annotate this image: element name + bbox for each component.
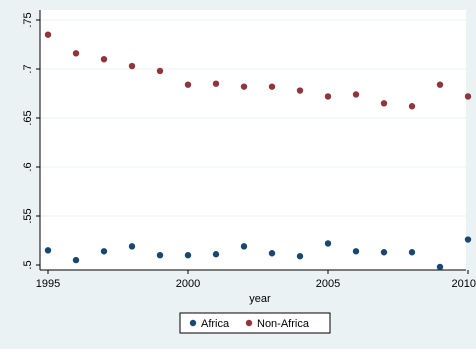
y-tick-label: .65 [22,110,34,125]
data-point [408,249,416,256]
series-non-africa [44,31,472,110]
data-point [380,249,388,256]
legend-label-non-africa: Non-Africa [257,318,310,330]
data-point [380,100,388,107]
data-point [324,93,332,100]
data-points [44,31,472,271]
data-point [100,248,108,255]
plot-area [40,10,466,270]
data-point [240,83,248,90]
data-point [72,256,80,264]
axes: .5 .55 .6 .65 .7 .75 1995 2000 2005 2010 [22,10,476,290]
data-point [436,81,444,88]
x-tick-label: 1995 [36,278,60,290]
x-axis-label: year [249,293,271,305]
data-point [324,240,332,247]
x-tick-label: 2000 [176,278,200,290]
data-point [296,87,304,94]
data-point [44,247,52,254]
data-point [352,248,360,255]
data-point [408,103,416,110]
y-tick-label: .75 [22,12,34,27]
legend-box [179,312,331,334]
data-point [464,236,472,243]
series-africa [44,236,472,271]
data-point [436,263,444,271]
data-point [464,93,472,100]
legend-label-africa: Africa [201,318,230,330]
data-point [268,250,276,257]
x-tick-label: 2005 [316,278,340,290]
y-tick-label: .55 [22,208,34,223]
data-point [184,252,192,259]
data-point [212,80,220,87]
data-point [268,83,276,90]
data-point [156,252,164,259]
data-point [184,81,192,88]
data-point [352,91,360,98]
data-point [128,62,136,70]
data-point [100,56,108,63]
legend-marker-non-africa [245,319,253,327]
y-tick-label: .7 [22,64,34,73]
data-point [296,252,304,260]
legend: Africa Non-Africa [179,312,331,334]
gridlines [40,19,466,217]
y-tick-label: .5 [22,260,34,269]
data-point [44,31,52,38]
data-point [240,243,248,250]
y-tick-label: .6 [22,162,34,171]
legend-marker-africa [189,319,197,327]
data-point [212,251,220,258]
data-point [72,50,80,57]
data-point [156,67,164,75]
data-point [128,243,136,250]
x-tick-label: 2010 [452,278,476,290]
